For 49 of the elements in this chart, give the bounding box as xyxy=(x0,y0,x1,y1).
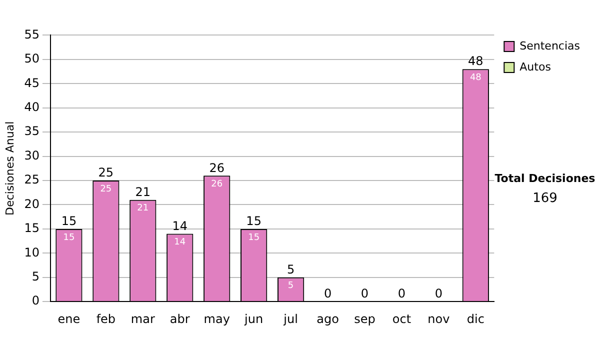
total-label: 48 xyxy=(468,54,484,68)
y-tick-label: 5 xyxy=(32,270,40,284)
y-tick-label: 45 xyxy=(24,76,40,90)
y-tick-label: 40 xyxy=(24,100,40,114)
total-label: 15 xyxy=(61,214,77,228)
total-label: 21 xyxy=(135,185,151,200)
x-tick-label: ene xyxy=(58,312,80,326)
x-tick-label: dic xyxy=(466,312,484,326)
total-label: 0 xyxy=(360,286,369,301)
data-label: 21 xyxy=(137,204,149,214)
x-tick-label: abr xyxy=(170,312,190,326)
y-tick-label: 55 xyxy=(24,27,40,42)
y-tick-label: 20 xyxy=(24,196,40,211)
y-tick-label: 25 xyxy=(24,172,40,187)
x-tick-label: ago xyxy=(316,312,339,326)
total-label: 25 xyxy=(98,166,114,180)
x-tick-label: nov xyxy=(428,312,450,326)
y-tick-label: 15 xyxy=(24,221,40,236)
y-tick-label: 50 xyxy=(24,52,40,66)
data-label: 14 xyxy=(174,238,186,248)
x-tick-label: sep xyxy=(354,312,376,326)
data-label: 15 xyxy=(63,232,75,243)
data-label: 48 xyxy=(470,72,482,83)
text: 169 xyxy=(532,191,558,206)
y-tick-label: 0 xyxy=(32,294,40,308)
total-label: 0 xyxy=(324,286,332,301)
legend-label: Sentencias xyxy=(520,39,580,52)
total-label: 0 xyxy=(434,286,443,301)
y-tick-label: 35 xyxy=(24,124,40,138)
x-tick-label: jul xyxy=(282,312,298,326)
x-tick-label: oct xyxy=(392,312,412,326)
total-label: 5 xyxy=(286,262,295,277)
y-tick-label: 30 xyxy=(24,148,40,162)
total-label: 26 xyxy=(209,160,224,175)
total-label: 14 xyxy=(172,218,188,233)
y-axis-title: Decisiones Anual xyxy=(3,121,16,216)
legend-label: Autos xyxy=(520,60,552,74)
y-tick-label: 10 xyxy=(24,245,40,260)
data-label: 25 xyxy=(100,184,112,194)
x-tick-label: mar xyxy=(130,312,155,326)
total-label: 0 xyxy=(398,286,406,301)
total-label: 15 xyxy=(246,214,262,228)
data-label: 15 xyxy=(248,232,260,243)
data-label: 5 xyxy=(288,281,294,292)
x-tick-label: may xyxy=(204,312,230,326)
x-tick-label: jun xyxy=(244,312,264,326)
x-tick-label: feb xyxy=(96,312,116,326)
data-label: 26 xyxy=(211,180,223,190)
text: Total Decisiones xyxy=(494,172,596,185)
